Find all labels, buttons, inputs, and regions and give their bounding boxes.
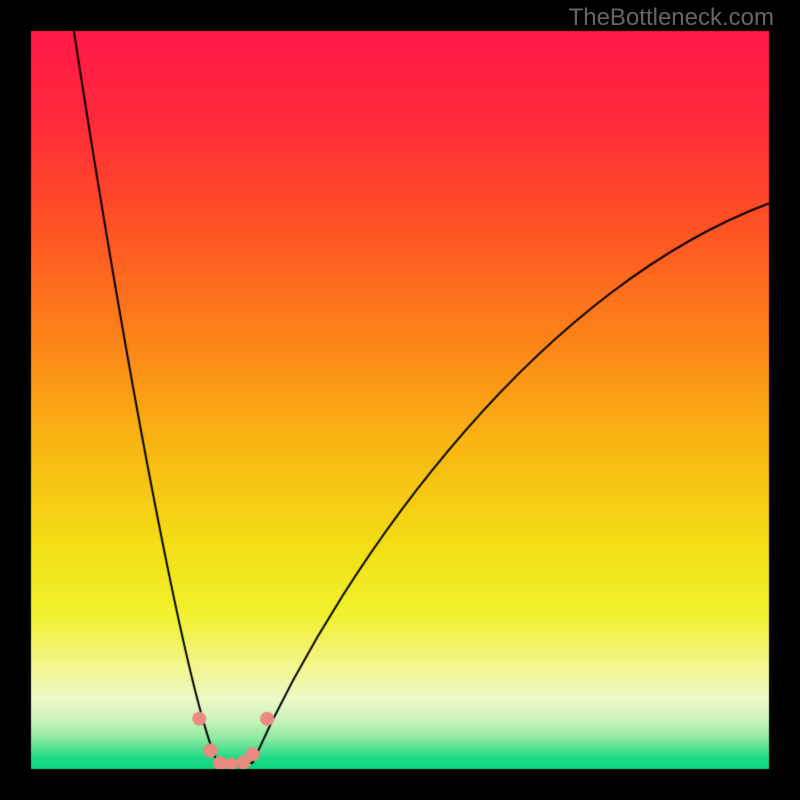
bottleneck-curve	[0, 0, 800, 800]
watermark-text: TheBottleneck.com	[569, 4, 774, 32]
